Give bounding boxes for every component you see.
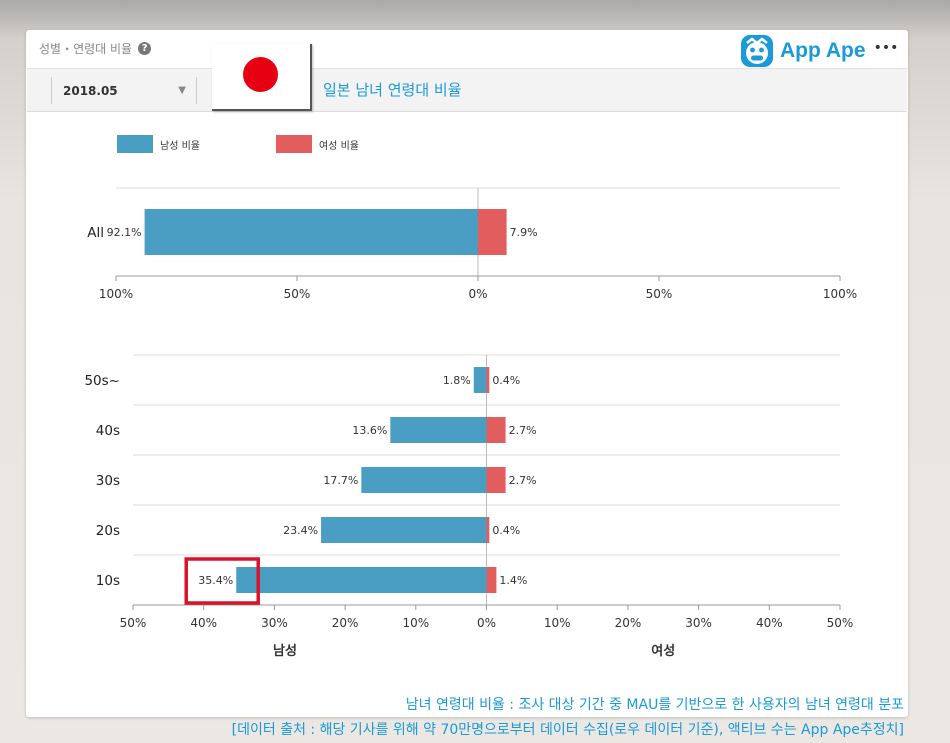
- x-tick-label: 10%: [544, 616, 571, 630]
- bar-male: [390, 417, 487, 443]
- data-label-female: 0.4%: [492, 374, 520, 387]
- x-tick-label: 10%: [402, 616, 429, 630]
- data-label-male: 17.7%: [323, 474, 358, 487]
- app-ape-logo: App Ape •••: [740, 34, 898, 68]
- help-icon[interactable]: ?: [138, 42, 152, 55]
- x-tick-label: 100%: [823, 287, 857, 301]
- x-tick-label: 20%: [615, 616, 642, 630]
- legend-swatch-male: [117, 135, 153, 153]
- bar-female: [486, 467, 506, 493]
- bar-female: [478, 209, 507, 255]
- x-axis-label-female: 여성: [651, 643, 675, 659]
- x-tick-label: 50%: [284, 287, 311, 301]
- data-label-male: 35.4%: [198, 574, 233, 587]
- category-label: 20s: [96, 523, 120, 539]
- data-label-male: 92.1%: [107, 226, 142, 239]
- card-title: 성별・연령대 비율 ?: [39, 40, 152, 57]
- bar-female: [486, 367, 490, 393]
- x-tick-label: 0%: [468, 287, 487, 301]
- bar-male: [321, 517, 487, 543]
- legend-swatch-female: [275, 135, 312, 153]
- bar-male: [236, 567, 487, 593]
- category-label: 30s: [96, 473, 120, 489]
- x-tick-label: 50%: [120, 616, 147, 630]
- x-tick-label: 0%: [477, 616, 496, 630]
- data-label-male: 23.4%: [283, 524, 318, 537]
- month-select[interactable]: 2018.05 ▼: [51, 77, 197, 104]
- x-tick-label: 50%: [827, 616, 854, 630]
- x-tick-label: 30%: [261, 616, 288, 630]
- japan-flag-icon: [243, 57, 278, 92]
- x-tick-label: 30%: [685, 616, 712, 630]
- data-label-female: 2.7%: [509, 474, 537, 487]
- country-title: 일본 남녀 연령대 비율: [323, 81, 462, 99]
- bar-female: [486, 567, 497, 593]
- footnote-source: [데이터 출처 : 해당 기사를 위해 약 70만명으로부터 데이터 수집(로우…: [231, 722, 904, 738]
- month-select-value: 2018.05: [63, 83, 118, 98]
- data-label-male: 13.6%: [352, 424, 387, 437]
- data-label-female: 7.9%: [510, 226, 538, 239]
- category-label: 50s~: [84, 373, 120, 389]
- category-label: All: [87, 225, 104, 241]
- toolbar: [27, 68, 907, 112]
- x-tick-label: 20%: [332, 616, 359, 630]
- legend-item-female: 여성 비율: [275, 135, 359, 153]
- x-tick-label: 40%: [756, 616, 783, 630]
- brand-name: App Ape: [780, 39, 866, 62]
- legend: 남성 비율 여성 비율: [117, 135, 359, 153]
- more-menu-icon[interactable]: •••: [873, 40, 899, 56]
- legend-item-male: 남성 비율: [117, 135, 200, 153]
- bar-male: [144, 209, 478, 255]
- data-label-female: 2.7%: [509, 424, 537, 437]
- bar-male: [473, 367, 487, 393]
- x-tick-label: 50%: [646, 287, 673, 301]
- data-label-female: 0.4%: [492, 524, 520, 537]
- x-axis-label-male: 남성: [273, 643, 297, 659]
- bar-male: [361, 467, 487, 493]
- data-label-male: 1.8%: [443, 374, 471, 387]
- legend-label-male: 남성 비율: [160, 140, 200, 152]
- category-label: 40s: [96, 423, 120, 439]
- x-tick-label: 100%: [99, 287, 133, 301]
- legend-label-female: 여성 비율: [318, 140, 359, 152]
- monkey-icon: [741, 35, 773, 67]
- bar-female: [486, 517, 490, 543]
- footnote-definition: 남녀 연령대 비율 : 조사 대상 기간 중 MAU를 기반으로 한 사용자의 …: [405, 697, 904, 713]
- highlight-box: [184, 557, 260, 605]
- x-tick-label: 40%: [190, 616, 217, 630]
- chevron-down-icon: ▼: [178, 85, 186, 96]
- category-label: 10s: [96, 573, 120, 589]
- chart-card: [26, 30, 908, 717]
- country-tab-japan[interactable]: [212, 44, 312, 111]
- bar-female: [486, 417, 506, 443]
- data-label-female: 1.4%: [499, 574, 527, 587]
- card-title-text: 성별・연령대 비율: [39, 42, 133, 56]
